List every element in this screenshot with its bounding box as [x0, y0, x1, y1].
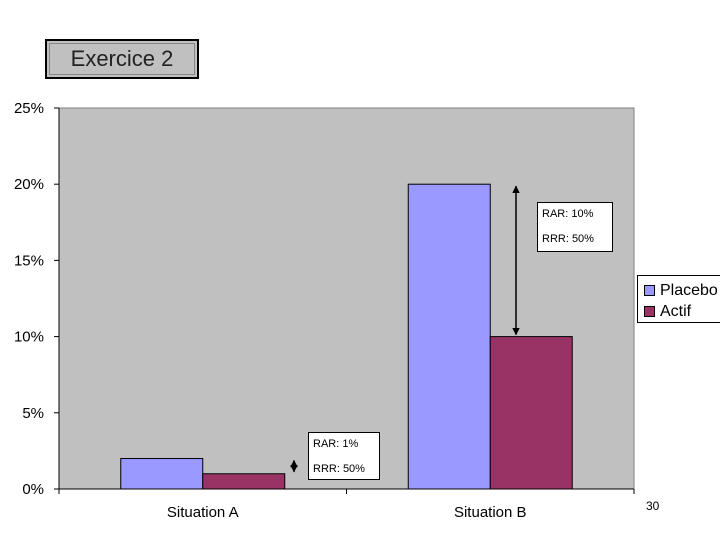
bar-actif-a [202, 473, 286, 490]
annotation-rar-a: RAR: 1% [313, 438, 359, 450]
x-tick-label: Situation B [454, 504, 527, 521]
slide-title: Exercice 2 [45, 39, 199, 79]
bar-placebo-b [407, 183, 491, 490]
y-tick-label: 15% [14, 252, 44, 269]
legend-label-placebo: Placebo [660, 281, 718, 299]
legend-swatch-actif [644, 306, 655, 317]
legend-item-actif: Actif [644, 301, 720, 322]
annotation-box-situation-a: RAR: 1% RRR: 50% [308, 432, 380, 480]
chart-legend: Placebo Actif [637, 275, 720, 323]
legend-label-actif: Actif [660, 302, 692, 320]
y-tick-label: 0% [22, 481, 44, 498]
y-tick-label: 20% [14, 176, 44, 193]
bar-actif-b [489, 336, 573, 490]
y-tick-label: 25% [14, 100, 44, 117]
annotation-rrr-a: RRR: 50% [313, 463, 365, 475]
y-tick-label: 10% [14, 329, 44, 346]
legend-item-placebo: Placebo [644, 280, 720, 301]
bar-placebo-a [120, 458, 204, 490]
annotation-rar-b: RAR: 10% [542, 208, 594, 220]
slide-title-text: Exercice 2 [70, 46, 174, 71]
annotation-rrr-b: RRR: 50% [542, 233, 594, 245]
x-tick-label: Situation A [167, 504, 239, 521]
y-tick-label: 5% [22, 405, 44, 422]
page-number: 30 [646, 499, 660, 513]
legend-swatch-placebo [644, 285, 655, 296]
annotation-box-situation-b: RAR: 10% RRR: 50% [537, 202, 613, 252]
